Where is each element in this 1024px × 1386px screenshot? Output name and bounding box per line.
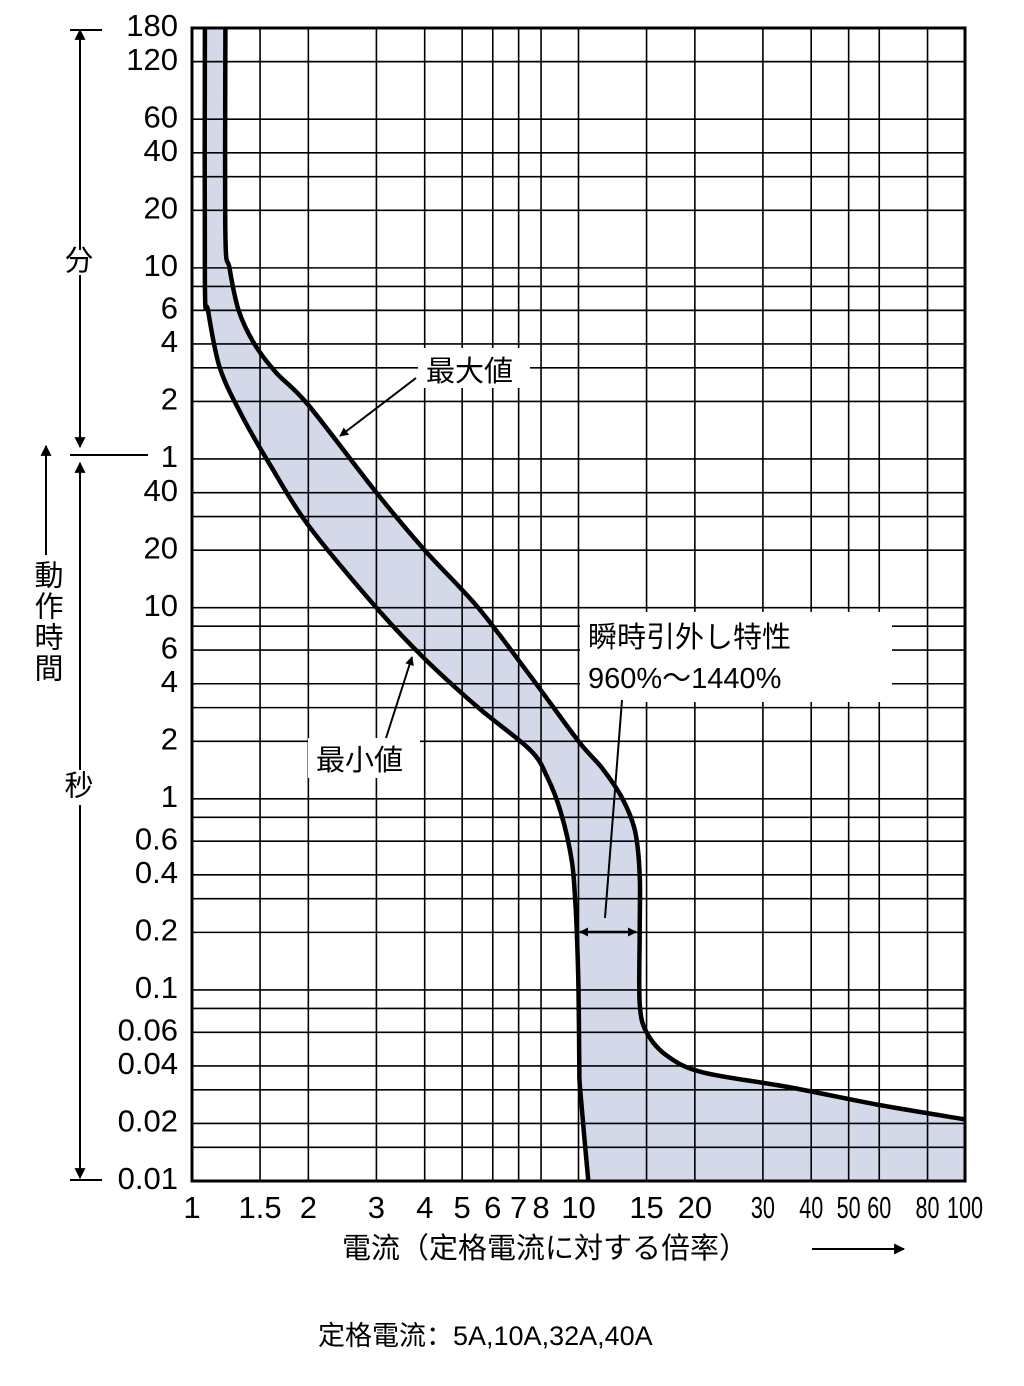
x-tick-label: 50 xyxy=(837,1190,861,1225)
trip-band-fill xyxy=(204,28,965,1181)
x-tick-label: 60 xyxy=(867,1190,891,1225)
max-value-arrow xyxy=(339,377,417,437)
plot-frame xyxy=(190,26,967,1183)
y-tick-label: 0.04 xyxy=(118,1046,178,1081)
x-tick-label: 80 xyxy=(916,1190,940,1225)
x-tick-label: 6 xyxy=(484,1190,501,1225)
x-tick-label: 5 xyxy=(454,1190,471,1225)
y-tick-label: 0.4 xyxy=(135,855,178,890)
y-tick-label: 10 xyxy=(144,588,178,623)
x-axis-label: 電流（定格電流に対する倍率） xyxy=(342,1232,748,1265)
y-tick-label: 2 xyxy=(161,721,178,756)
x-tick-label: 2 xyxy=(300,1190,317,1225)
y-tick-label: 1 xyxy=(161,439,178,474)
y-tick-label: 180 xyxy=(126,8,178,43)
x-tick-label: 10 xyxy=(561,1190,595,1225)
max-value-label: 最大値 xyxy=(426,355,513,388)
y-tick-label: 2 xyxy=(161,382,178,417)
y-tick-label: 0.02 xyxy=(118,1104,178,1139)
y-tick-label: 0.01 xyxy=(118,1161,178,1196)
min-label-box xyxy=(308,738,420,778)
y-tick-label: 6 xyxy=(161,290,178,325)
trip-curves xyxy=(202,28,965,1181)
y-tick-label: 60 xyxy=(144,99,178,134)
x-tick-label: 4 xyxy=(416,1190,433,1225)
x-tick-label: 30 xyxy=(751,1190,775,1225)
y-tick-label: 0.2 xyxy=(135,913,178,948)
y-tick-label: 20 xyxy=(144,530,178,565)
x-tick-label: 1.5 xyxy=(239,1190,282,1225)
instant-trip-box xyxy=(580,612,892,702)
max-label-box xyxy=(418,348,530,388)
x-tick-label: 100 xyxy=(947,1190,983,1225)
x-tick-label: 20 xyxy=(678,1190,712,1225)
instant-trip-range: 960%～1440% xyxy=(588,663,781,695)
x-tick-label: 1 xyxy=(183,1190,200,1225)
seconds-unit-label: 秒 xyxy=(64,770,93,803)
y-tick-label: 10 xyxy=(144,248,178,283)
y-tick-label: 6 xyxy=(161,630,178,665)
y-axis-ticks: 18012060402010642140201064210.60.40.20.1… xyxy=(118,8,178,1196)
x-tick-label: 15 xyxy=(629,1190,663,1225)
x-tick-label: 3 xyxy=(368,1190,385,1225)
minutes-unit-label: 分 xyxy=(64,246,93,278)
min-value-curve xyxy=(202,28,591,1181)
y-tick-label: 0.1 xyxy=(135,970,178,1005)
y-tick-label: 4 xyxy=(161,664,178,699)
x-axis-ticks: 1 1.5 2 3 4 5 6 7 8 10 15 20 30 40 50 60 80 100 xyxy=(183,1190,983,1225)
x-tick-label: 7 xyxy=(510,1190,527,1225)
rated-current-note: 定格電流：5A,10A,32A,40A xyxy=(318,1321,653,1351)
min-value-label: 最小値 xyxy=(316,744,403,777)
instant-trip-title: 瞬時引外し特性 xyxy=(588,621,791,654)
y-tick-label: 1 xyxy=(161,779,178,814)
x-tick-label: 40 xyxy=(799,1190,823,1225)
y-tick-label: 20 xyxy=(144,191,178,226)
y-axis-label: 動作時間 xyxy=(30,560,63,684)
max-value-curve xyxy=(222,28,965,1122)
instant-trip-leader xyxy=(604,699,623,919)
y-tick-label: 120 xyxy=(126,42,178,77)
y-tick-label: 40 xyxy=(144,133,178,168)
y-tick-label: 0.06 xyxy=(118,1012,178,1047)
y-tick-label: 4 xyxy=(161,324,178,359)
y-tick-label: 40 xyxy=(144,473,178,508)
x-tick-label: 8 xyxy=(532,1190,549,1225)
min-value-arrow xyxy=(385,656,414,739)
y-tick-label: 0.6 xyxy=(135,821,178,856)
trip-band-area xyxy=(204,28,965,1181)
